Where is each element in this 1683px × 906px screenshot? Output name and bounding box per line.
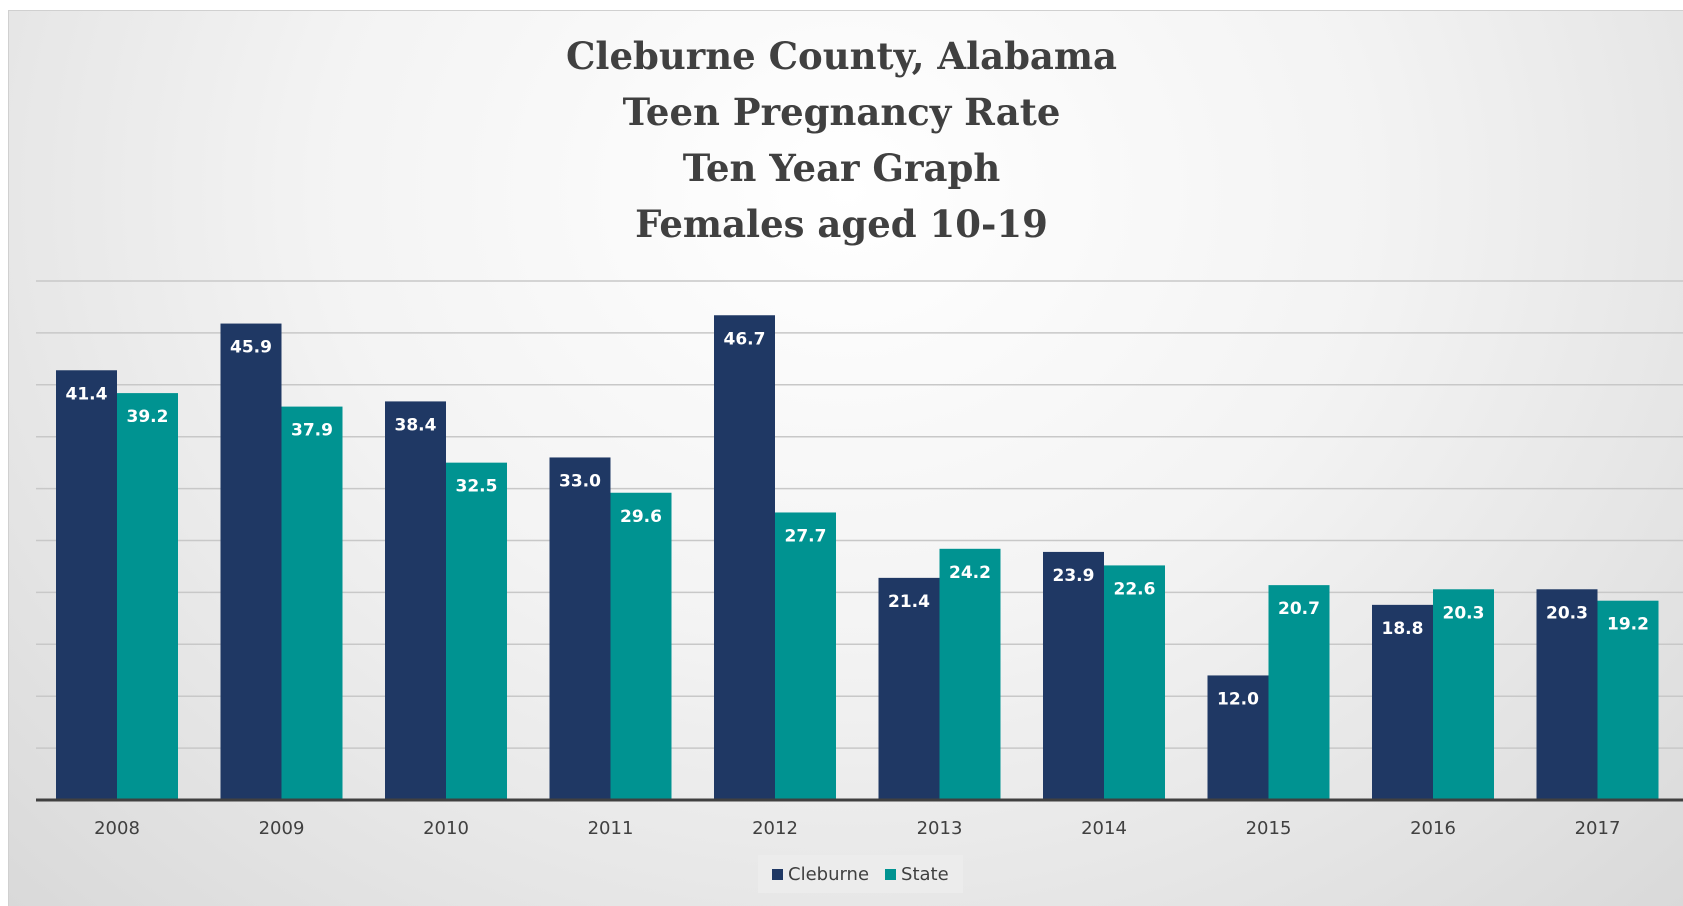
bar-cleburne-2011	[549, 457, 611, 800]
x-tick-label-2009: 2009	[259, 818, 305, 839]
bar-cleburne-2009	[220, 323, 282, 800]
bar-state-2011	[610, 492, 672, 800]
data-label-state-2014: 22.6	[1114, 579, 1156, 599]
bar-state-2016	[1433, 589, 1494, 800]
bar-state-2017	[1597, 600, 1659, 800]
legend-item-cleburne: Cleburne	[772, 864, 869, 885]
title-line-3: Ten Year Graph	[682, 146, 1001, 190]
x-tick-label-2017: 2017	[1575, 818, 1621, 839]
data-label-cleburne-2014: 23.9	[1053, 566, 1095, 586]
legend-swatch-cleburne	[772, 868, 783, 880]
data-label-state-2013: 24.2	[949, 563, 991, 583]
legend-item-state: State	[885, 864, 949, 885]
bar-cleburne-2010	[385, 401, 446, 800]
data-label-cleburne-2017: 20.3	[1546, 603, 1588, 623]
bar-cleburne-2014	[1043, 551, 1104, 800]
bar-cleburne-2008	[56, 370, 117, 800]
legend-swatch-state	[885, 868, 897, 880]
chart-title: Cleburne County, Alabama Teen Pregnancy …	[0, 28, 1683, 252]
x-tick-label-2016: 2016	[1410, 818, 1456, 839]
x-tick-label-2014: 2014	[1081, 818, 1127, 839]
x-tick-label-2015: 2015	[1246, 818, 1292, 839]
data-label-state-2011: 29.6	[620, 507, 662, 527]
data-label-cleburne-2015: 12.0	[1217, 689, 1259, 709]
data-label-state-2010: 32.5	[456, 477, 498, 497]
x-tick-label-2010: 2010	[423, 818, 469, 839]
bar-cleburne-2015	[1207, 675, 1269, 800]
bar-state-2014	[1104, 565, 1165, 800]
bar-state-2008	[117, 393, 178, 800]
data-label-state-2012: 27.7	[785, 526, 827, 546]
data-label-state-2017: 19.2	[1607, 615, 1649, 635]
data-label-cleburne-2009: 45.9	[230, 338, 272, 358]
x-tick-label-2013: 2013	[917, 818, 963, 839]
bar-state-2010	[446, 462, 507, 800]
x-tick-label-2012: 2012	[752, 818, 798, 839]
bar-state-2012	[775, 512, 836, 800]
data-label-cleburne-2008: 41.4	[66, 384, 108, 404]
bar-cleburne-2013	[878, 577, 940, 800]
bar-cleburne-2012	[714, 315, 775, 800]
x-tick-label-2008: 2008	[94, 818, 140, 839]
title-line-1: Cleburne County, Alabama	[565, 34, 1118, 78]
data-label-cleburne-2012: 46.7	[724, 329, 766, 349]
bar-state-2009	[281, 406, 343, 800]
data-label-state-2008: 39.2	[127, 407, 169, 427]
bar-cleburne-2016	[1372, 604, 1433, 800]
title-line-2: Teen Pregnancy Rate	[622, 90, 1061, 134]
data-label-cleburne-2016: 18.8	[1382, 619, 1424, 639]
data-label-cleburne-2011: 33.0	[559, 471, 601, 491]
legend-label-cleburne: Cleburne	[788, 863, 870, 885]
title-line-4: Females aged 10-19	[635, 202, 1048, 246]
data-label-state-2009: 37.9	[291, 421, 333, 441]
data-label-cleburne-2013: 21.4	[888, 592, 930, 612]
x-tick-label-2011: 2011	[588, 818, 634, 839]
data-label-state-2015: 20.7	[1278, 599, 1320, 619]
legend-label-state: State	[901, 863, 949, 885]
data-label-cleburne-2010: 38.4	[395, 415, 437, 435]
data-label-state-2016: 20.3	[1443, 603, 1485, 623]
bar-state-2015	[1268, 585, 1330, 800]
bar-cleburne-2017	[1536, 589, 1598, 800]
legend: Cleburne State	[758, 855, 963, 893]
bar-state-2013	[939, 548, 1001, 800]
